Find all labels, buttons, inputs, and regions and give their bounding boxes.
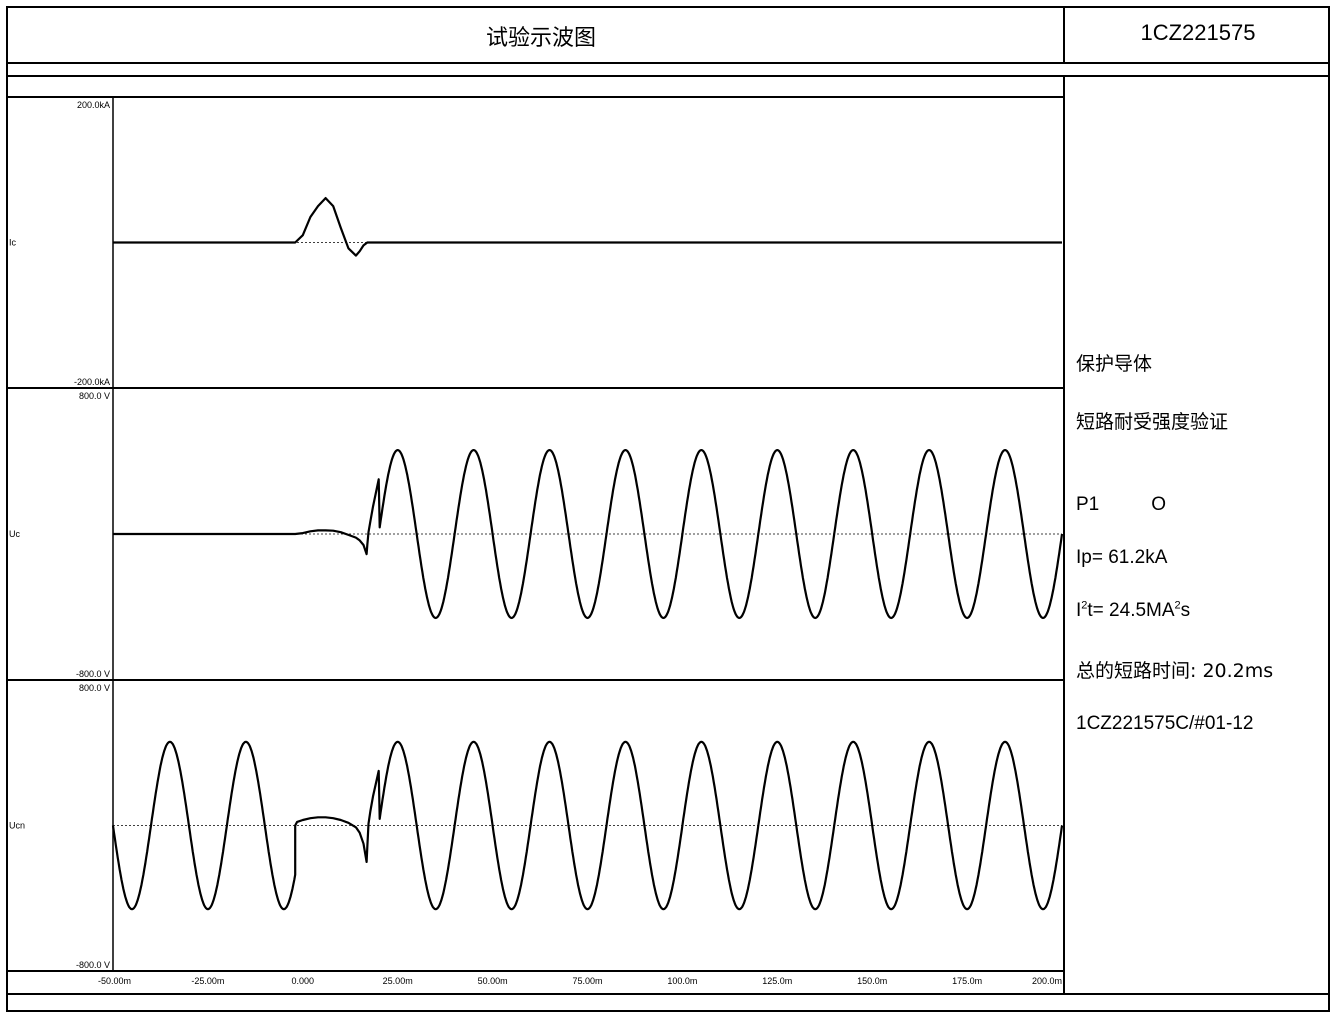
- ymin-label-ic: -200.0kA: [74, 377, 110, 387]
- operation: O: [1151, 494, 1167, 515]
- channel-label-ucn: Ucn: [9, 821, 25, 831]
- page-title: 试验示波图: [485, 26, 596, 51]
- x-tick-label: 50.00m: [478, 976, 508, 986]
- i2t-mid: t= 24.5MA: [1087, 600, 1175, 621]
- phase: P1: [1076, 494, 1100, 515]
- i2t-end: s: [1180, 600, 1191, 621]
- ymax-label-ic: 200.0kA: [77, 100, 110, 110]
- i2t-exp1: 2: [1081, 599, 1088, 612]
- i2t-value: I2t= 24.5MA2s: [1076, 600, 1190, 622]
- record-id: 1CZ221575C/#01-12: [1076, 713, 1254, 734]
- x-tick-label: 125.0m: [762, 976, 792, 986]
- side-line1: 保护导体: [1076, 353, 1153, 375]
- ymax-label-uc: 800.0 V: [79, 391, 110, 401]
- channel-label-uc: Uc: [9, 529, 20, 539]
- x-tick-label: 25.00m: [383, 976, 413, 986]
- x-tick-label: 0.000: [292, 976, 315, 986]
- channel-label-ic: Ic: [9, 238, 17, 248]
- x-tick-label: 100.0m: [667, 976, 697, 986]
- trace-ucn: [111, 740, 1064, 911]
- x-tick-label: -25.00m: [191, 976, 224, 986]
- trace-ic: [113, 197, 1062, 257]
- ymax-label-ucn: 800.0 V: [79, 683, 110, 693]
- trace-uc: [113, 449, 1064, 620]
- x-tick-label: -50.00m: [98, 976, 131, 986]
- x-tick-label: 75.00m: [572, 976, 602, 986]
- side-line2: 短路耐受强度验证: [1076, 411, 1229, 433]
- i2t-base: I: [1076, 600, 1082, 621]
- i2t-exp2: 2: [1174, 599, 1181, 612]
- total-time: 总的短路时间: 20.2ms: [1076, 660, 1274, 682]
- report-code: 1CZ221575: [1140, 20, 1256, 45]
- ip-value: Ip= 61.2kA: [1076, 547, 1168, 568]
- ymin-label-ucn: -800.0 V: [76, 960, 110, 970]
- phase-label: P1 O: [1076, 494, 1166, 516]
- ymin-label-uc: -800.0 V: [76, 669, 110, 679]
- x-tick-label: 175.0m: [952, 976, 982, 986]
- x-tick-label: 200.0m: [1032, 976, 1062, 986]
- x-tick-label: 150.0m: [857, 976, 887, 986]
